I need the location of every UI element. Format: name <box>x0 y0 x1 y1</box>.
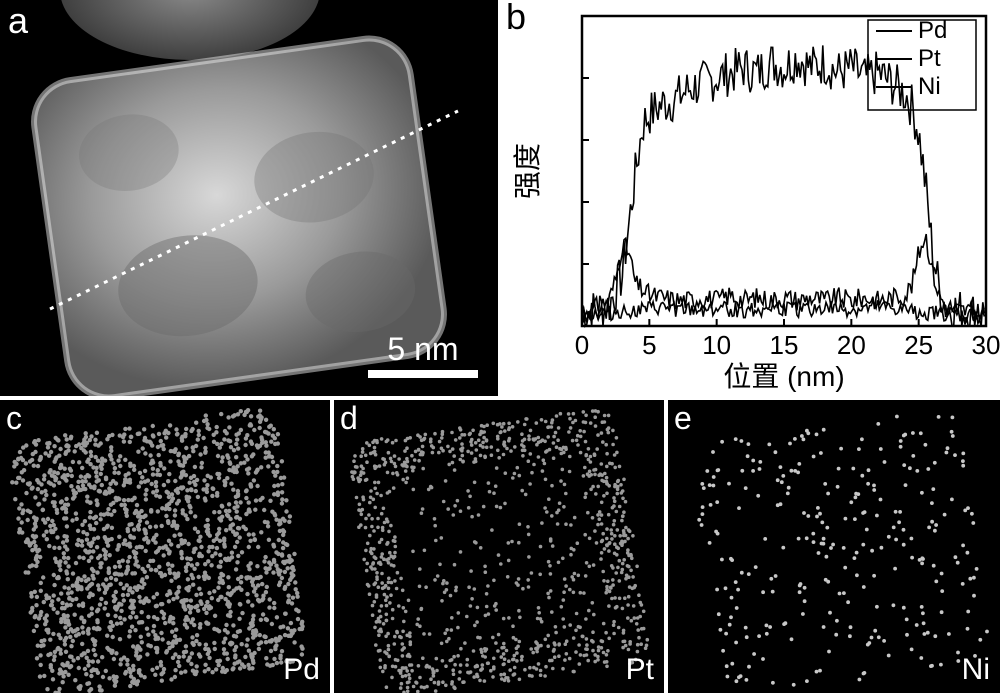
panel-e: e Ni <box>668 400 1000 693</box>
svg-text:20: 20 <box>837 330 866 360</box>
svg-text:Ni: Ni <box>918 73 941 100</box>
element-label-pd: Pd <box>283 653 320 687</box>
svg-text:30: 30 <box>972 330 1000 360</box>
scalebar: 5 nm <box>368 331 478 378</box>
svg-text:10: 10 <box>702 330 731 360</box>
element-label-pt: Pt <box>626 653 654 687</box>
scalebar-line <box>368 370 478 378</box>
panel-c: c Pd <box>0 400 330 693</box>
panel-b: b 0 5 10 15 20 25 30 位置 (nm) 强度 PdPtNi <box>502 0 1000 396</box>
svg-text:5: 5 <box>642 330 656 360</box>
panel-e-label: e <box>674 400 692 437</box>
svg-text:Pt: Pt <box>918 45 941 72</box>
scalebar-text: 5 nm <box>368 331 478 368</box>
svg-text:强度: 强度 <box>512 143 543 199</box>
svg-text:25: 25 <box>904 330 933 360</box>
eds-map-ni <box>668 400 1000 693</box>
svg-text:Pd: Pd <box>918 17 947 44</box>
svg-text:15: 15 <box>770 330 799 360</box>
panel-a-label: a <box>8 0 28 42</box>
eds-map-pd <box>0 400 330 693</box>
panel-d: d Pt <box>334 400 664 693</box>
svg-text:0: 0 <box>575 330 589 360</box>
panel-c-label: c <box>6 400 22 437</box>
panel-a: a 5 nm <box>0 0 498 396</box>
linescan-chart: 0 5 10 15 20 25 30 位置 (nm) 强度 PdPtNi <box>502 0 1000 396</box>
panel-d-label: d <box>340 400 358 437</box>
figure: a 5 nm b 051015202530位置 (nm)强度PdPtNi c P… <box>0 0 1000 693</box>
eds-map-pt <box>334 400 664 693</box>
panel-b-label: b <box>506 0 526 38</box>
svg-text:位置 (nm): 位置 (nm) <box>723 361 844 392</box>
element-label-ni: Ni <box>962 653 990 687</box>
